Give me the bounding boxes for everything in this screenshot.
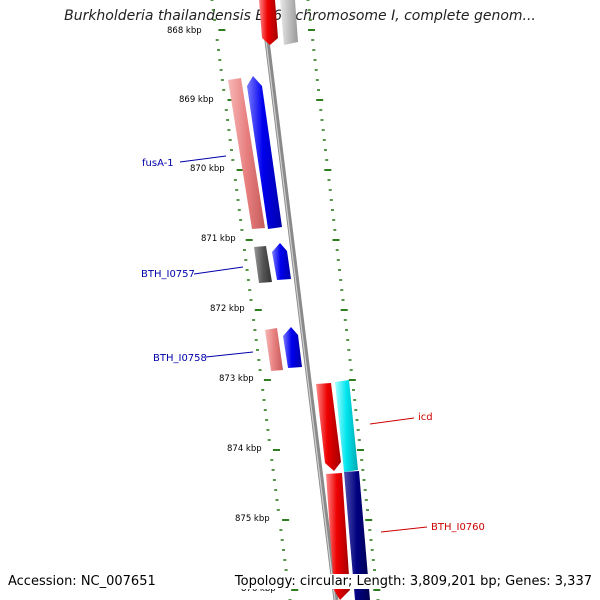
label-875-kbp: 875 kbp [235,514,270,524]
accession-text: Accession: NC_007651 [8,574,156,589]
gene-label-fusa1[interactable]: fusA-1 [142,158,174,169]
gene-bth-i0760-navy[interactable] [344,471,370,600]
label-870-kbp: 870 kbp [190,164,225,174]
connector-icd [369,417,415,425]
label-869-kbp: 869 kbp [179,95,214,105]
tick-marks-right [306,0,381,600]
gene-label-icd[interactable]: icd [418,412,433,423]
connector-bth-i0757 [193,266,244,275]
map-title: Burkholderia thailandensis E264 chromoso… [64,8,536,24]
connector-bth-i0758 [205,351,254,358]
gene-top-red[interactable] [259,0,278,45]
chromosome-backbone-highlight [260,0,336,600]
gene-red-after-icd[interactable] [326,473,350,600]
gene-bth-i0758-blue[interactable] [283,327,302,368]
chromosome-backbone [259,0,339,600]
gene-features [228,0,370,600]
gene-label-bth-i0760[interactable]: BTH_I0760 [431,522,485,533]
gene-top-lightgray[interactable] [280,0,298,45]
gene-icd-cyan[interactable] [335,380,358,472]
gene-fusa1-blue[interactable] [247,76,282,229]
gene-bth-i0757-gray[interactable] [254,246,272,283]
label-873-kbp: 873 kbp [219,374,254,384]
gene-label-bth-i0758[interactable]: BTH_I0758 [153,353,207,364]
gene-bth-i0758-pink[interactable] [265,328,283,371]
gene-labels: fusA-1 BTH_I0757 BTH_I0758 icd BTH_I0760 [141,158,485,533]
label-868-kbp: 868 kbp [167,26,202,36]
connector-fusa1 [179,155,227,163]
gene-fusa1-pink-band[interactable] [228,78,265,229]
label-872-kbp: 872 kbp [210,304,245,314]
kbp-labels: 868 kbp 869 kbp 870 kbp 871 kbp 872 kbp … [167,26,276,594]
label-876-kbp: 876 kbp [241,584,276,594]
label-871-kbp: 871 kbp [201,234,236,244]
gene-label-bth-i0757[interactable]: BTH_I0757 [141,269,195,280]
connector-bth-i0760 [380,526,428,533]
gene-bth-i0757-blue[interactable] [272,243,291,280]
gene-label-connectors [179,155,428,533]
gene-red-before-icd[interactable] [316,383,341,471]
label-874-kbp: 874 kbp [227,444,262,454]
tick-marks-left [210,0,299,600]
topology-stats-text: Topology: circular; Length: 3,809,201 bp… [234,574,592,589]
